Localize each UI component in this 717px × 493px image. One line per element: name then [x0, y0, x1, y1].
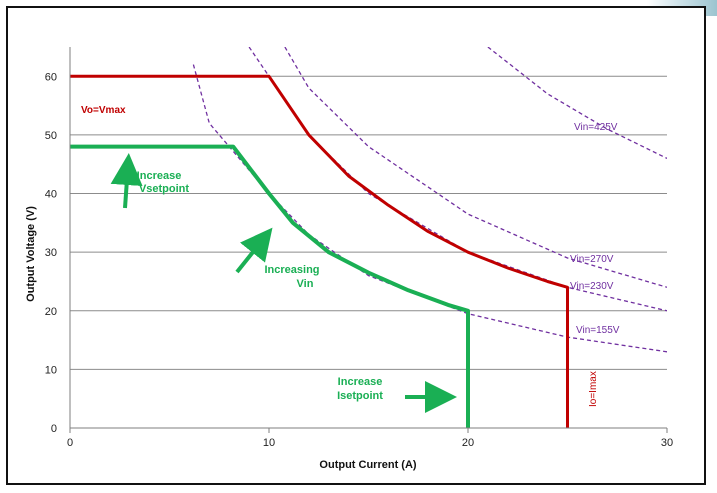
y-tick-label: 20 [45, 306, 57, 318]
arrow-increase-vsetpoint [110, 153, 143, 209]
series-vin-155v-line [192, 64, 667, 353]
label-increase-vsetpoint-2: Vsetpoint [139, 183, 189, 195]
arrow-increasing-vin [235, 227, 273, 274]
series-1-line [70, 144, 470, 428]
label-vin-230v: Vin=230V [570, 281, 614, 292]
series-vin-425v-line [487, 47, 667, 159]
y-axis-title: Output Voltage (V) [25, 206, 37, 302]
y-tick-label: 0 [51, 423, 57, 435]
y-tick-label: 30 [45, 247, 57, 259]
label-increasing-vin-1: Increasing [264, 264, 319, 276]
axes [69, 47, 668, 433]
label-increasing-vin-2: Vin [297, 278, 314, 290]
x-tick-label: 0 [67, 437, 73, 449]
y-tick-label: 10 [45, 364, 57, 376]
label-vin-425v: Vin=425V [574, 122, 618, 133]
label-io-imax: Io=Imax [588, 371, 599, 407]
series-layer [70, 47, 667, 428]
label-increase-isetpoint-1: Increase [338, 376, 383, 388]
label-vin-270v: Vin=270V [570, 254, 614, 265]
y-tick-label: 50 [45, 130, 57, 142]
x-tick-label: 20 [462, 437, 474, 449]
y-tick-label: 60 [45, 71, 57, 83]
annotation-arrows [110, 153, 457, 413]
chart-frame [6, 6, 706, 485]
label-increase-vsetpoint-1: Increase [137, 170, 182, 182]
x-tick-label: 30 [661, 437, 673, 449]
label-vin-155v: Vin=155V [576, 325, 620, 336]
label-increase-isetpoint-2: Isetpoint [337, 390, 383, 402]
x-axis-title: Output Current (A) [319, 459, 416, 471]
label-vo-vmax: Vo=Vmax [81, 105, 126, 116]
y-tick-label: 40 [45, 189, 57, 201]
tick-labels: 0 10 20 30 40 50 60 0 10 20 30 [45, 71, 673, 449]
series-0-line [70, 74, 569, 428]
annotation-labels: Output Current (A) Output Voltage (V) Vo… [25, 105, 620, 471]
x-tick-label: 10 [263, 437, 275, 449]
series-vin-270v-line [284, 47, 667, 288]
